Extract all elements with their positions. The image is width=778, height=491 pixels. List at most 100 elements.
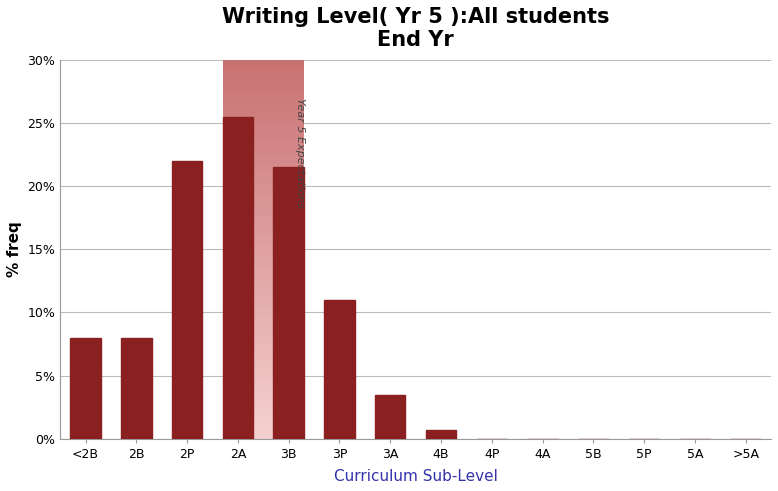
Bar bbox=[223, 302, 304, 306]
Bar bbox=[223, 98, 304, 102]
Bar bbox=[223, 367, 304, 371]
Bar bbox=[223, 272, 304, 276]
Bar bbox=[223, 329, 304, 333]
Y-axis label: % freq: % freq bbox=[7, 221, 22, 277]
Bar bbox=[223, 333, 304, 336]
Bar bbox=[223, 124, 304, 128]
Bar bbox=[223, 212, 304, 215]
Bar bbox=[223, 325, 304, 329]
Bar bbox=[223, 189, 304, 192]
Title: Writing Level( Yr 5 ):All students
End Yr: Writing Level( Yr 5 ):All students End Y… bbox=[222, 7, 609, 50]
Bar bbox=[223, 253, 304, 257]
Bar bbox=[223, 412, 304, 416]
Bar bbox=[223, 310, 304, 314]
Bar bbox=[172, 161, 202, 438]
Bar bbox=[223, 336, 304, 340]
Bar bbox=[223, 268, 304, 272]
Bar bbox=[223, 200, 304, 204]
Bar bbox=[70, 338, 101, 438]
Bar bbox=[324, 300, 355, 438]
Bar bbox=[223, 393, 304, 397]
Bar bbox=[223, 230, 304, 234]
Bar bbox=[223, 416, 304, 420]
Bar bbox=[223, 261, 304, 265]
Bar bbox=[223, 68, 304, 71]
Bar bbox=[223, 280, 304, 283]
Bar bbox=[223, 86, 304, 90]
Bar bbox=[223, 117, 253, 438]
Bar bbox=[223, 431, 304, 435]
Bar bbox=[223, 215, 304, 219]
Bar bbox=[121, 338, 152, 438]
Bar bbox=[223, 295, 304, 299]
Bar bbox=[223, 340, 304, 344]
Bar bbox=[223, 265, 304, 268]
Bar bbox=[223, 219, 304, 223]
Bar bbox=[223, 151, 304, 155]
Bar bbox=[223, 106, 304, 109]
Bar bbox=[223, 314, 304, 318]
Bar bbox=[223, 79, 304, 83]
Bar bbox=[223, 181, 304, 185]
Bar bbox=[223, 355, 304, 359]
Bar bbox=[223, 147, 304, 151]
Bar bbox=[223, 192, 304, 196]
Bar bbox=[223, 113, 304, 117]
Bar bbox=[223, 389, 304, 393]
Bar bbox=[223, 166, 304, 170]
Bar bbox=[223, 378, 304, 382]
Bar bbox=[223, 177, 304, 181]
Bar bbox=[223, 185, 304, 189]
Text: Year 5 Expectations: Year 5 Expectations bbox=[295, 98, 305, 208]
Bar bbox=[223, 424, 304, 427]
Bar bbox=[223, 208, 304, 212]
Bar bbox=[223, 64, 304, 68]
Bar bbox=[223, 94, 304, 98]
Bar bbox=[223, 117, 304, 121]
Bar bbox=[223, 170, 304, 174]
Bar bbox=[223, 90, 304, 94]
Bar bbox=[223, 242, 304, 246]
Bar bbox=[223, 238, 304, 242]
Bar bbox=[223, 371, 304, 374]
Bar bbox=[223, 352, 304, 355]
Bar bbox=[223, 344, 304, 348]
Bar bbox=[426, 430, 456, 438]
Bar bbox=[223, 162, 304, 166]
Bar bbox=[223, 409, 304, 412]
Bar bbox=[223, 174, 304, 177]
Bar bbox=[223, 102, 304, 106]
Bar bbox=[223, 136, 304, 139]
X-axis label: Curriculum Sub-Level: Curriculum Sub-Level bbox=[334, 469, 498, 484]
Bar bbox=[375, 394, 405, 438]
Bar bbox=[223, 287, 304, 291]
Bar bbox=[223, 234, 304, 238]
Bar bbox=[223, 318, 304, 321]
Bar bbox=[223, 397, 304, 401]
Bar bbox=[223, 276, 304, 280]
Bar bbox=[223, 83, 304, 86]
Bar bbox=[223, 223, 304, 227]
Bar bbox=[223, 306, 304, 310]
Bar bbox=[223, 227, 304, 230]
Bar bbox=[223, 257, 304, 261]
Bar bbox=[223, 139, 304, 143]
Bar bbox=[223, 420, 304, 424]
Bar bbox=[223, 427, 304, 431]
Bar bbox=[223, 143, 304, 147]
Bar bbox=[223, 401, 304, 405]
Bar bbox=[223, 132, 304, 136]
Bar bbox=[223, 348, 304, 352]
Bar bbox=[223, 71, 304, 75]
Bar bbox=[223, 121, 304, 124]
Bar bbox=[223, 359, 304, 363]
Bar bbox=[223, 159, 304, 162]
Bar bbox=[223, 374, 304, 378]
Bar bbox=[223, 249, 304, 253]
Bar bbox=[223, 283, 304, 287]
Bar bbox=[274, 167, 304, 438]
Bar bbox=[223, 196, 304, 200]
Bar bbox=[223, 382, 304, 386]
Bar bbox=[223, 435, 304, 438]
Bar bbox=[223, 299, 304, 302]
